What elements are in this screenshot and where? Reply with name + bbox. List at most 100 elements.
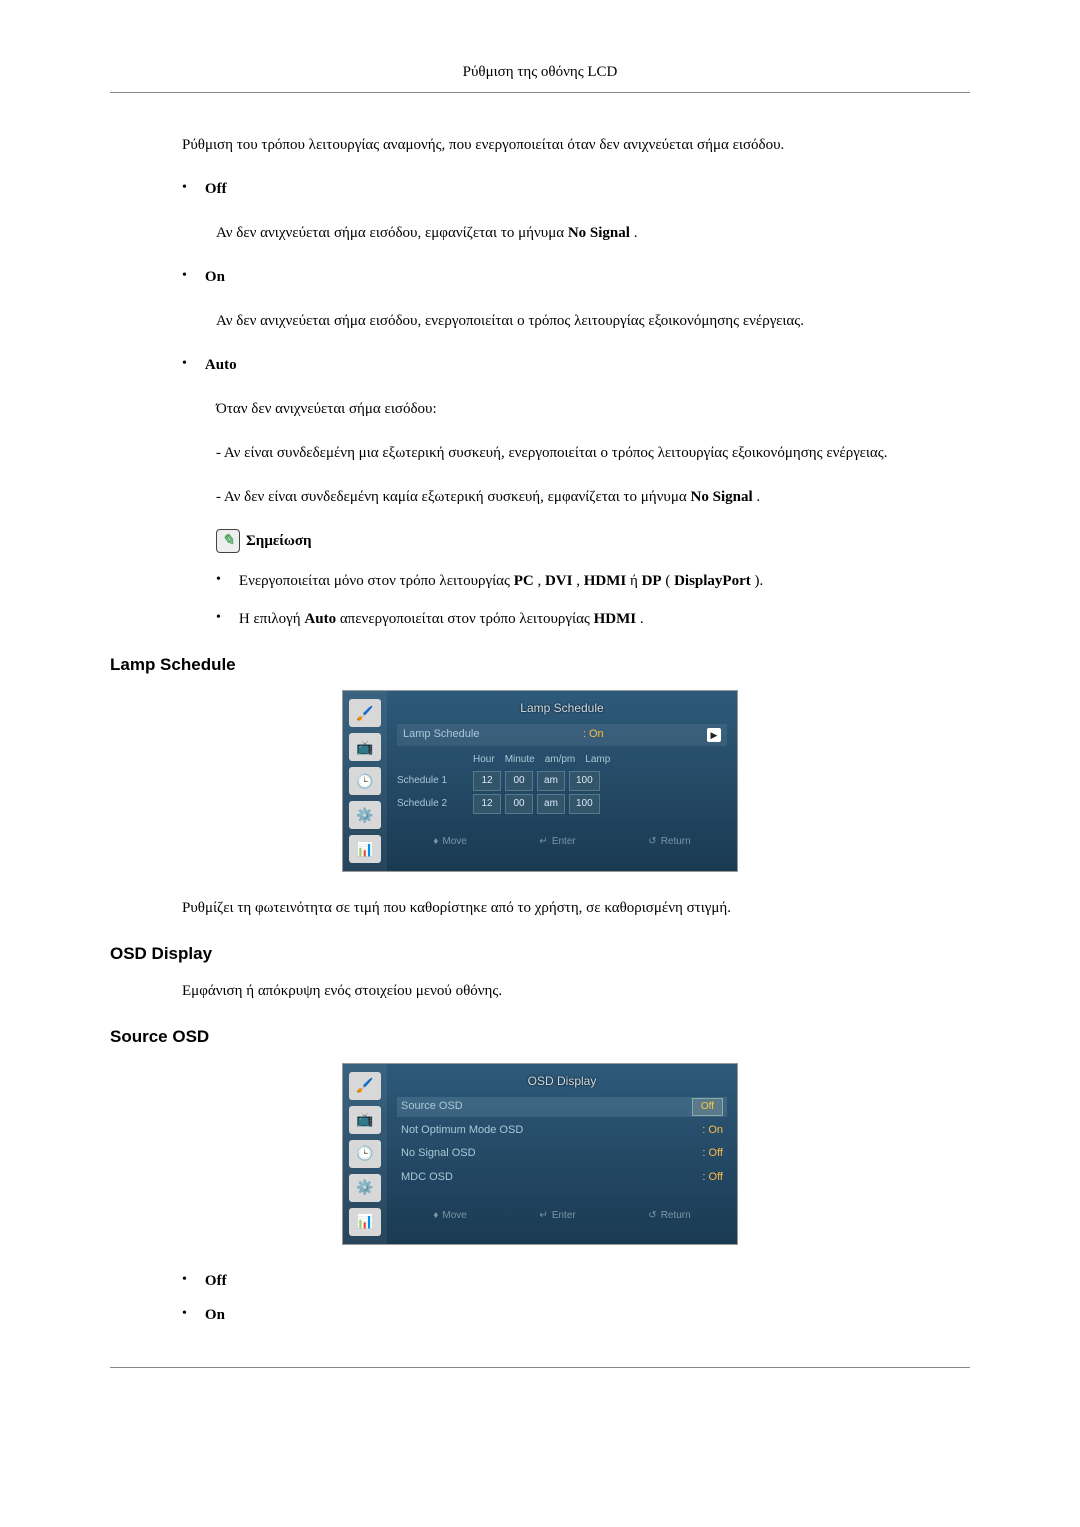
source-osd-title: Source OSD	[110, 1023, 970, 1050]
n1-open: (	[665, 573, 670, 589]
osd-title: OSD Display	[397, 1072, 727, 1097]
osd-arrow-icon: ▶	[707, 728, 721, 742]
bullet-icon: •	[182, 353, 187, 375]
n1-hdmi: HDMI	[584, 573, 627, 589]
osd-display-desc: Εμφάνιση ή απόκρυψη ενός στοιχείου μενού…	[182, 979, 970, 1003]
osd-icon-2: 📺	[349, 1106, 381, 1134]
osd-icon-2: 📺	[349, 733, 381, 761]
bullet-icon: •	[182, 265, 187, 287]
auto-line2: - Αν δεν είναι συνδεδεμένη καμία εξωτερι…	[216, 485, 970, 509]
footer-enter: ↵ Enter	[539, 1208, 575, 1224]
s1-lamp: 100	[569, 771, 600, 791]
note-row: ✎ Σημείωση	[216, 529, 970, 553]
osd-icon-5: 📊	[349, 835, 381, 863]
f-enter: Enter	[552, 1208, 576, 1224]
osd-icon-4: ⚙️	[349, 801, 381, 829]
osd-main: Lamp Schedule Lamp Schedule : On ▶ Hour …	[387, 691, 737, 871]
top-divider	[110, 92, 970, 93]
r4-value: : Off	[702, 1169, 723, 1187]
n1-dp: DP	[642, 573, 662, 589]
n1-prefix: Ενεργοποιείται μόνο στον τρόπο λειτουργί…	[239, 573, 514, 589]
r2-label: Not Optimum Mode OSD	[401, 1122, 523, 1140]
footer-return: ↺ Return	[648, 834, 690, 850]
note-1-text: Ενεργοποιείται μόνο στον τρόπο λειτουργί…	[239, 569, 763, 593]
osd-icon-4: ⚙️	[349, 1174, 381, 1202]
r4-label: MDC OSD	[401, 1169, 453, 1187]
osd-display-title: OSD Display	[110, 940, 970, 967]
source-off-label: Off	[205, 1269, 227, 1293]
bottom-divider	[110, 1367, 970, 1368]
auto-line2-suffix: .	[756, 489, 760, 505]
off-label: Off	[205, 177, 227, 201]
s1-ampm: am	[537, 771, 565, 791]
osd-icon-1: 🖌️	[349, 1072, 381, 1100]
r2-value: : On	[702, 1122, 723, 1140]
s2-min: 00	[505, 794, 533, 814]
n1-c2: ,	[576, 573, 584, 589]
f-return: Return	[661, 834, 691, 850]
bullet-icon: •	[216, 569, 221, 593]
bullet-icon: •	[182, 177, 187, 199]
osd-icon-5: 📊	[349, 1208, 381, 1236]
osd-icon-3: 🕒	[349, 1140, 381, 1168]
auto-intro: Όταν δεν ανιχνεύεται σήμα εισόδου:	[216, 397, 970, 421]
note-item-2: • Η επιλογή Auto απενεργοποιείται στον τ…	[216, 607, 970, 631]
lamp-osd-screenshot: 🖌️ 📺 🕒 ⚙️ 📊 Lamp Schedule Lamp Schedule …	[342, 690, 738, 872]
osd-row-nosignal: No Signal OSD : Off	[397, 1144, 727, 1164]
osd-col-head: Hour Minute am/pm Lamp	[473, 752, 727, 768]
f-enter: Enter	[552, 834, 576, 850]
intro-text: Ρύθμιση του τρόπου λειτουργίας αναμονής,…	[182, 133, 970, 157]
auto-line2-prefix: - Αν δεν είναι συνδεδεμένη καμία εξωτερι…	[216, 489, 691, 505]
note-item-1: • Ενεργοποιείται μόνο στον τρόπο λειτουρ…	[216, 569, 970, 593]
source-on-label: On	[205, 1303, 225, 1327]
auto-line1: - Αν είναι συνδεδεμένη μια εξωτερική συσ…	[216, 441, 970, 465]
head-hour: Hour	[473, 752, 495, 768]
osd-footer: ♦ Move ↵ Enter ↺ Return	[397, 1208, 727, 1224]
lamp-osd-container: 🖌️ 📺 🕒 ⚙️ 📊 Lamp Schedule Lamp Schedule …	[342, 690, 738, 872]
source-on-bullet: • On	[182, 1303, 970, 1327]
note-2-text: Η επιλογή Auto απενεργοποιείται στον τρό…	[239, 607, 644, 631]
osd-icon-3: 🕒	[349, 767, 381, 795]
f-move: Move	[442, 834, 466, 850]
s2-hour: 12	[473, 794, 501, 814]
note-label: Σημείωση	[246, 529, 312, 553]
note-icon: ✎	[216, 529, 240, 553]
osd-row-notopt: Not Optimum Mode OSD : On	[397, 1121, 727, 1141]
n1-dpfull: DisplayPort	[674, 573, 751, 589]
s2-ampm: am	[537, 794, 565, 814]
s1-min: 00	[505, 771, 533, 791]
r1-label: Source OSD	[401, 1098, 463, 1116]
footer-move: ♦ Move	[433, 834, 467, 850]
head-lamp: Lamp	[585, 752, 610, 768]
footer-enter: ↵ Enter	[539, 834, 575, 850]
page-header: Ρύθμιση της οθόνης LCD	[110, 60, 970, 84]
r1-value: Off	[692, 1098, 723, 1116]
auto-label: Auto	[205, 353, 237, 377]
bullet-icon: •	[182, 1269, 187, 1291]
r3-value: : Off	[702, 1145, 723, 1163]
off-no-signal: No Signal	[568, 225, 630, 241]
lamp-schedule-title: Lamp Schedule	[110, 651, 970, 678]
r3-label: No Signal OSD	[401, 1145, 476, 1163]
s1-hour: 12	[473, 771, 501, 791]
lamp-desc: Ρυθμίζει τη φωτεινότητα σε τιμή που καθο…	[182, 896, 970, 920]
osd-lamp-row: Lamp Schedule : On ▶	[397, 724, 727, 746]
osd-title: Lamp Schedule	[397, 699, 727, 724]
head-ampm: am/pm	[545, 752, 576, 768]
osd-sidebar: 🖌️ 📺 🕒 ⚙️ 📊	[343, 1064, 387, 1244]
f-move: Move	[442, 1208, 466, 1224]
s2-lamp: 100	[569, 794, 600, 814]
s1-label: Schedule 1	[397, 773, 469, 789]
n1-c1: ,	[537, 573, 545, 589]
off-desc-prefix: Αν δεν ανιχνεύεται σήμα εισόδου, εμφανίζ…	[216, 225, 568, 241]
n2-mid: απενεργοποιείται στον τρόπο λειτουργίας	[340, 611, 594, 627]
n2-auto: Auto	[304, 611, 336, 627]
auto-bullet: • Auto	[182, 353, 970, 377]
osd-row-source: Source OSD Off	[397, 1097, 727, 1117]
schedule-2-row: Schedule 2 12 00 am 100	[397, 794, 727, 814]
osd-row-mdc: MDC OSD : Off	[397, 1168, 727, 1188]
osd-footer: ♦ Move ↵ Enter ↺ Return	[397, 834, 727, 850]
n2-hdmi: HDMI	[594, 611, 637, 627]
on-label: On	[205, 265, 225, 289]
source-osd-screenshot: 🖌️ 📺 🕒 ⚙️ 📊 OSD Display Source OSD Off N…	[342, 1063, 738, 1245]
